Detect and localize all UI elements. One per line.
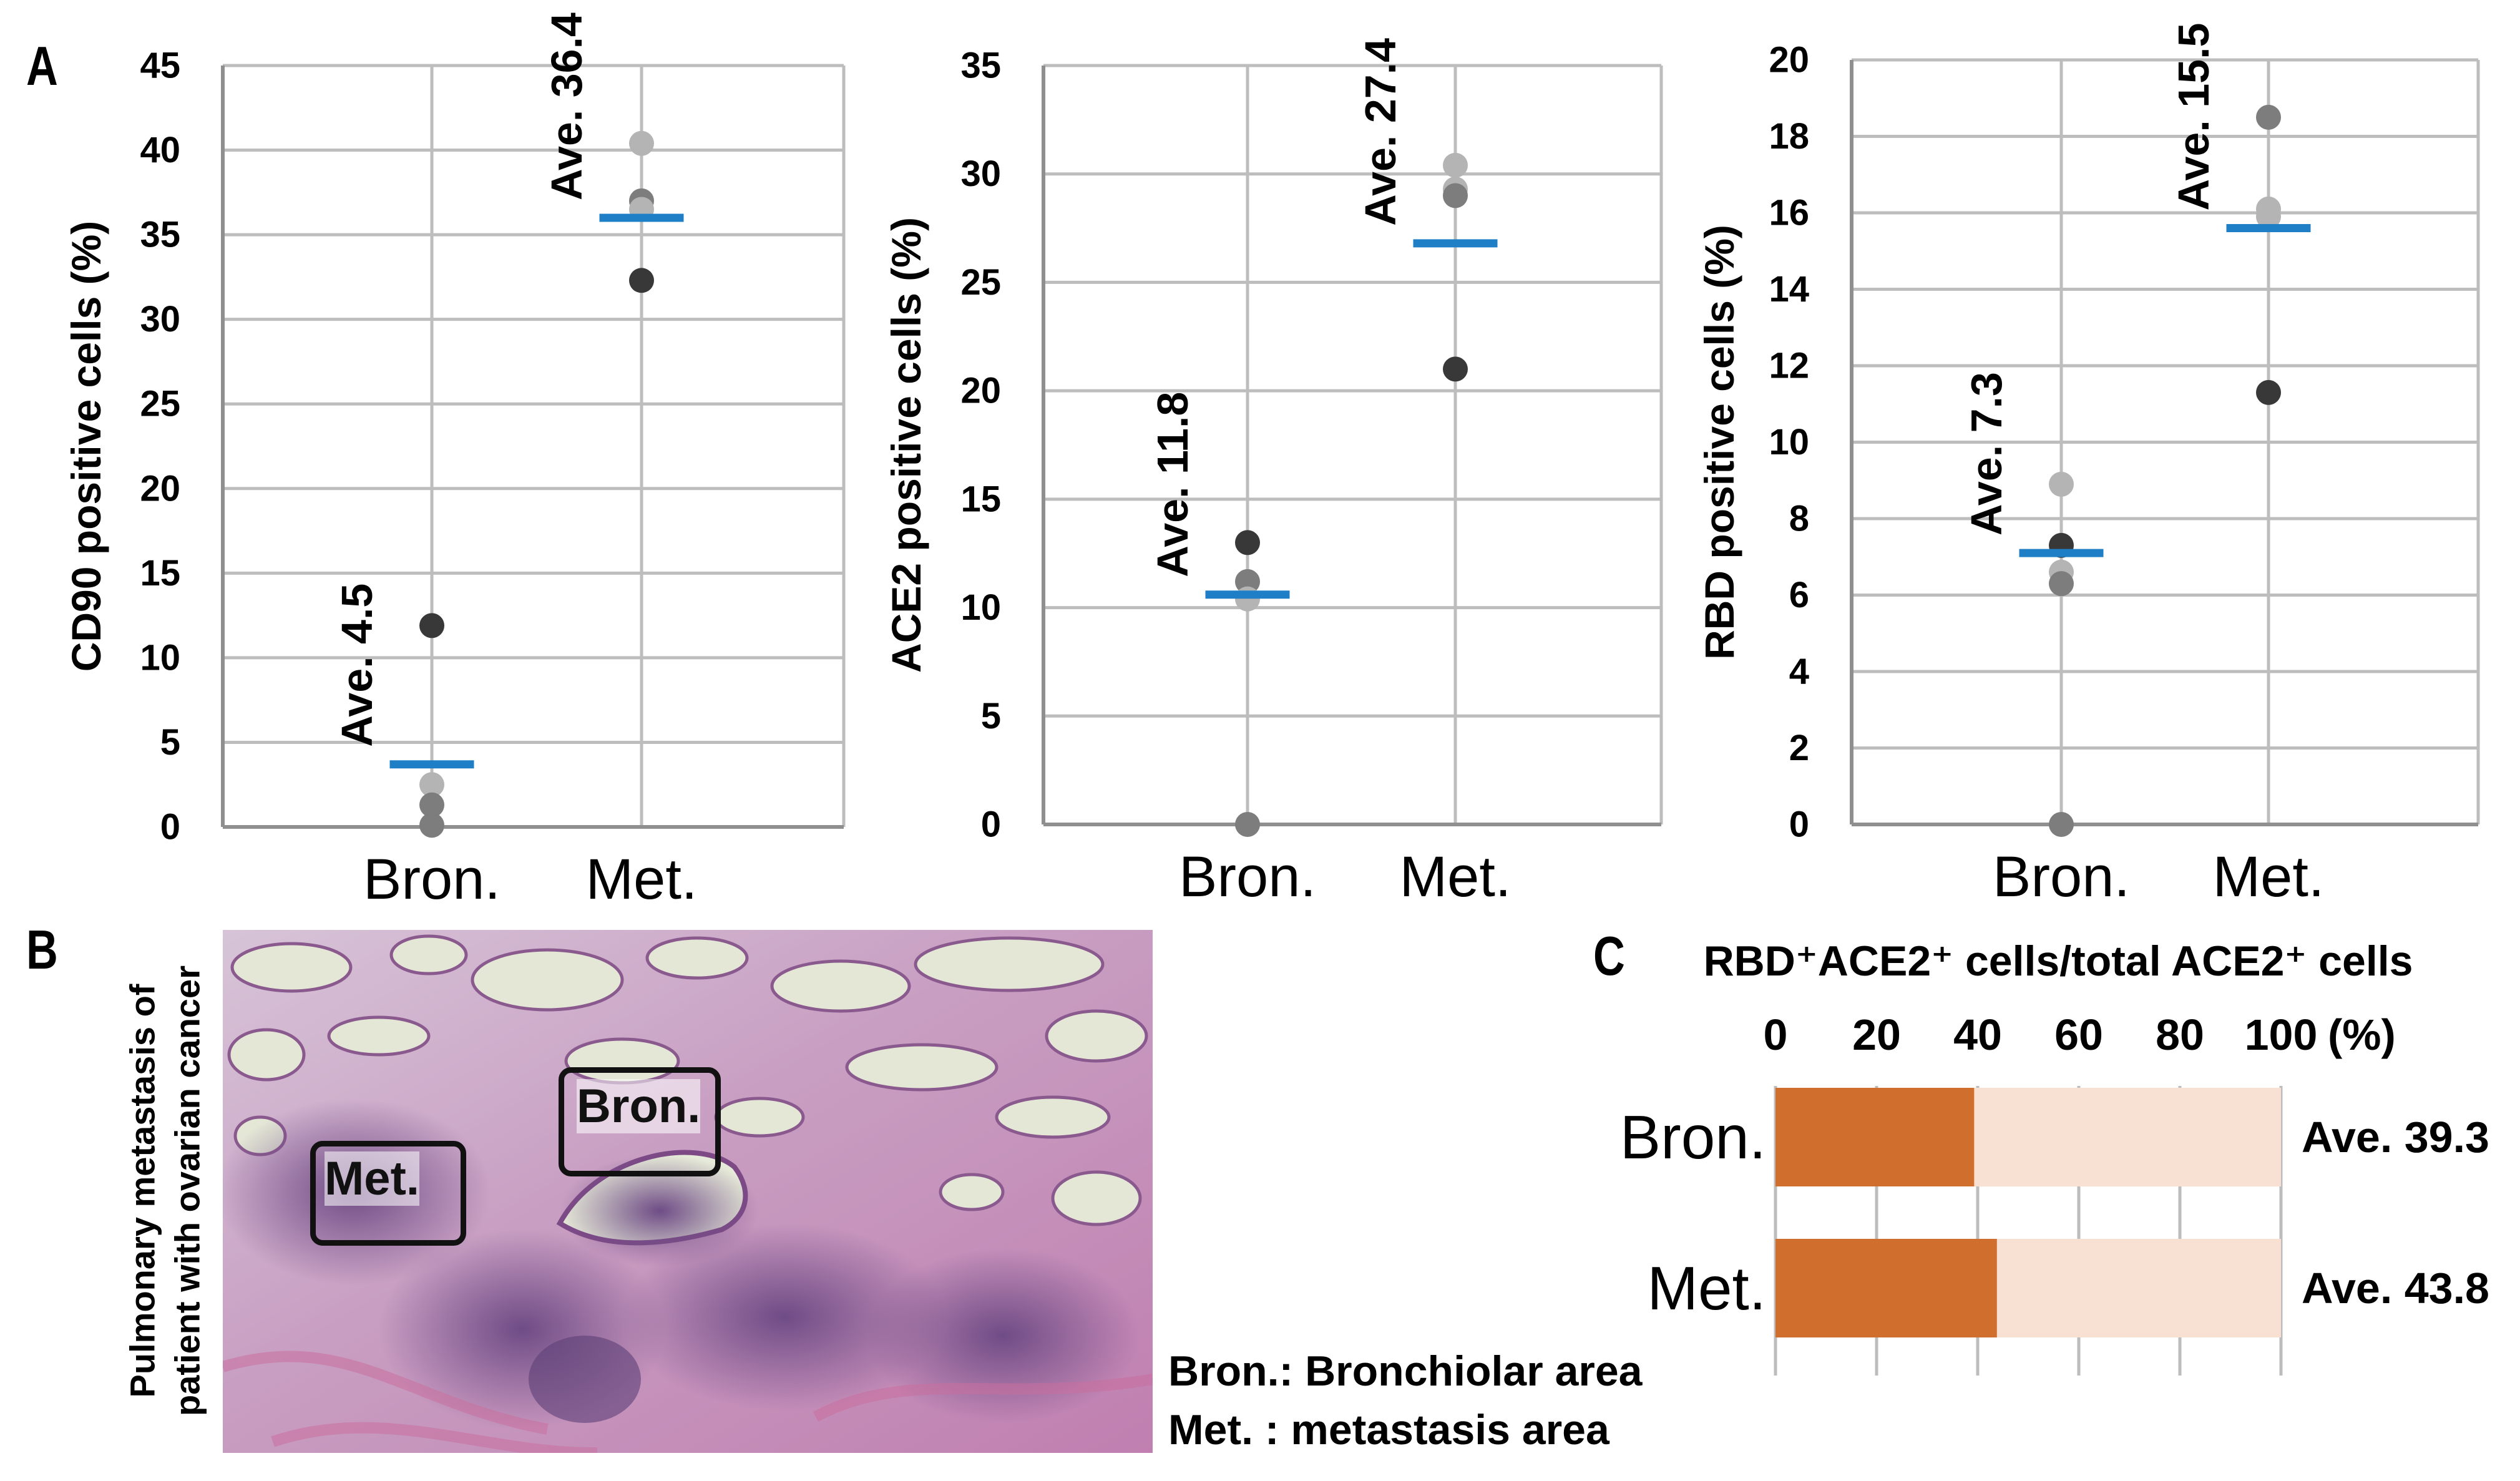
barchart-x-tick-label: 0 [1764,1010,1788,1059]
barchart-x-tick-label: 40 [1953,1010,2002,1059]
legend-met: Met. : metastasis area [1168,1406,1609,1454]
panel-label-b: B [26,919,58,980]
chart2-y-tick-label: 15 [960,479,1001,519]
chart1-y-tick-label: 0 [160,807,180,848]
chart2-mean-label: Ave. 11.8 [1148,392,1197,577]
chart3-y-tick-label: 4 [1789,652,1809,692]
chart2-data-point [1235,586,1260,612]
panel-label-c: C [1593,925,1625,987]
chart1-y-tick-label: 45 [140,46,180,86]
chart2-y-tick-label: 35 [960,46,1001,86]
barchart-x-tick-label: 20 [1852,1010,1901,1059]
chart1-y-tick-label: 5 [160,722,180,763]
chart3-data-point [2049,471,2074,497]
chart3-mean-label: Ave. 15.5 [2169,23,2218,211]
chart1-x-tick-label: Bron. [363,848,501,911]
barchart-category-label: Bron. [1620,1103,1766,1171]
barchart-bar-positive [1775,1239,1997,1337]
chart1-mean-label: Ave. 36.4 [542,12,591,200]
barchart-bar-positive [1775,1088,1975,1186]
chart1-mean-label: Ave. 4.5 [333,584,381,747]
chart3-y-tick-label: 8 [1789,499,1809,539]
chart1-y-tick-label: 30 [140,299,180,340]
chart1-data-point [629,268,654,293]
chart1-y-tick-label: 40 [140,130,180,170]
histology-ylabel-1: Pulmonary metastasis of [122,984,162,1398]
chart2-x-tick-label: Bron. [1179,845,1316,909]
chart2-data-point [1235,569,1260,594]
chart1-data-point [419,772,444,798]
chart2-mean-label: Ave. 27.4 [1356,38,1405,226]
chart3-data-point [2049,571,2074,597]
barchart-x-tick-label: 80 [2156,1010,2204,1059]
legend-bron: Bron.: Bronchiolar area [1168,1347,1643,1395]
chart3-y-tick-label: 6 [1789,575,1809,615]
chart1-x-tick-label: Met. [586,848,698,911]
chart2-y-tick-label: 5 [981,696,1001,736]
chart3-y-tick-label: 0 [1789,804,1809,845]
chart3-y-axis-label: RBD positive cells (%) [1696,225,1742,660]
chart1-y-tick-label: 15 [140,553,180,594]
chart2-data-point [1443,356,1468,382]
barchart-title: RBD⁺ACE2⁺ cells/total ACE2⁺ cells [1704,937,2413,985]
chart1-data-point [419,613,444,638]
chart3-mean-label: Ave. 7.3 [1962,372,2011,535]
chart3-data-point [2049,812,2074,837]
chart2-y-axis-label: ACE2 positive cells (%) [883,217,929,673]
chart2-data-point [1235,530,1260,555]
barchart-category-label: Met. [1647,1254,1766,1322]
chart3-y-tick-label: 18 [1769,116,1809,157]
chart3-data-point [2256,379,2281,405]
barchart-x-tick-label: 100 [2245,1010,2318,1059]
chart1-y-tick-label: 25 [140,384,180,424]
histology-ylabel-2: patient with ovarian cancer [167,965,207,1416]
chart1-y-tick-label: 10 [140,637,180,678]
chart3-x-tick-label: Bron. [1993,845,2130,909]
chart2-y-tick-label: 10 [960,587,1001,628]
chart1-data-point [419,792,444,818]
chart2-data-point [1235,812,1260,837]
chart2-data-point [1443,152,1468,178]
bron-area-box: Bron. [559,1067,721,1176]
chart3-y-tick-label: 10 [1769,422,1809,462]
chart1-y-tick-label: 35 [140,215,180,255]
barchart-unit-label: (%) [2328,1010,2396,1059]
chart3-data-point [2256,204,2281,230]
chart2-y-tick-label: 0 [981,804,1001,845]
chart2-y-tick-label: 25 [960,262,1001,303]
barchart-value-label: Ave. 39.3 [2302,1113,2489,1161]
chart3-y-tick-label: 2 [1789,728,1809,768]
bron-area-label: Bron. [577,1079,701,1133]
chart1-y-tick-label: 20 [140,468,180,509]
met-area-label: Met. [325,1151,419,1206]
met-area-box: Met. [310,1141,466,1246]
chart2-y-tick-label: 20 [960,371,1001,411]
chart1-y-axis-label: CD90 positive cells (%) [63,221,109,672]
chart1-data-point [419,813,444,838]
chart2-x-tick-label: Met. [1400,845,1512,909]
chart3-y-tick-label: 14 [1769,269,1809,310]
chart1-data-point [629,130,654,156]
chart2-data-point [1443,183,1468,208]
chart2-y-tick-label: 30 [960,154,1001,194]
chart3-y-tick-label: 12 [1769,346,1809,386]
panel-label-a: A [26,35,58,97]
chart3-y-tick-label: 16 [1769,193,1809,233]
barchart-value-label: Ave. 43.8 [2302,1264,2489,1312]
chart3-data-point [2256,104,2281,130]
chart3-x-tick-label: Met. [2213,845,2325,909]
barchart-x-tick-label: 60 [2054,1010,2103,1059]
histology-image [223,930,1153,1453]
chart3-y-tick-label: 20 [1769,40,1809,81]
